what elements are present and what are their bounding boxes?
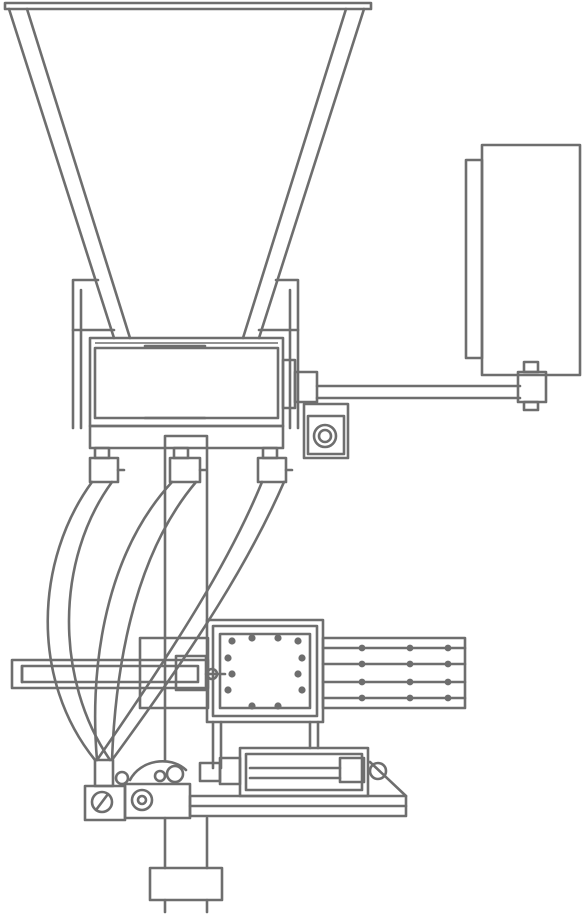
dosing-hoses [46, 480, 286, 762]
control-cabinet [315, 143, 582, 412]
valve-plate-bolts [224, 634, 306, 710]
lower-frame [211, 720, 320, 770]
left-cylinder [10, 636, 227, 710]
outlet-nozzle [83, 758, 192, 822]
hose-fittings [88, 446, 294, 484]
base-stand [148, 816, 224, 914]
hopper-brackets [71, 278, 300, 430]
slide-rails [321, 636, 467, 710]
drive-motor [302, 402, 350, 460]
hopper [3, 1, 373, 340]
bottom-cylinder [198, 746, 388, 798]
dosing-body [88, 336, 319, 450]
valve-plate [205, 618, 325, 724]
